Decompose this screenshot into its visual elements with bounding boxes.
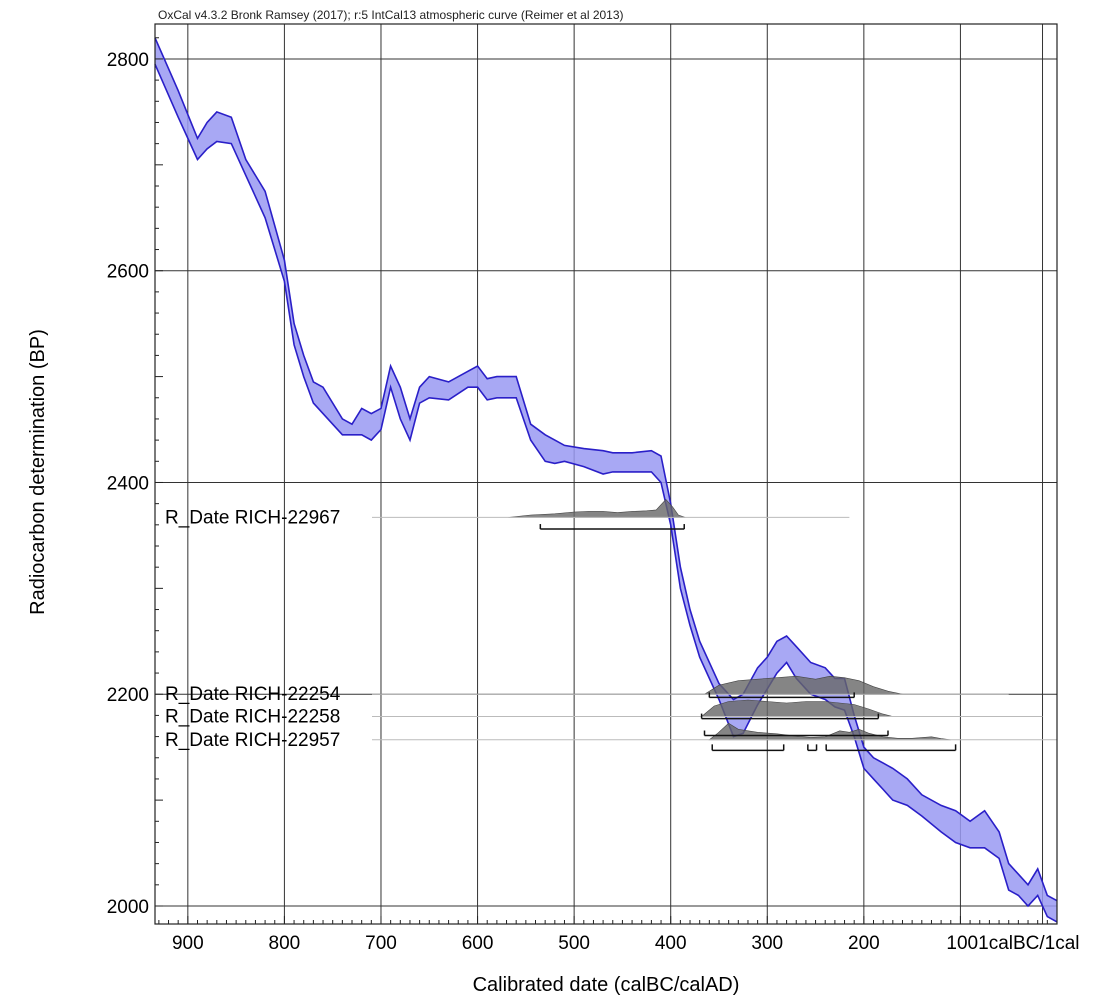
x-tick-label: 200 [848, 933, 880, 954]
y-tick-label: 2600 [107, 262, 149, 283]
x-tick-label: 900 [172, 933, 204, 954]
date-label: R_Date RICH-22957 [165, 730, 340, 751]
calibration-lower-line [154, 63, 1058, 923]
date-distribution [508, 498, 686, 518]
date-label: R_Date RICH-22254 [165, 684, 341, 705]
date-ranges [539, 524, 957, 752]
date-label: R_Date RICH-22967 [165, 507, 340, 528]
x-tick-label: 400 [655, 933, 687, 954]
x-tick-label: 800 [269, 933, 301, 954]
x-tick-label: 700 [365, 933, 397, 954]
date-label: R_Date RICH-22258 [165, 706, 340, 727]
x-axis-title: Calibrated date (calBC/calAD) [473, 974, 740, 996]
y-tick-label: 2800 [107, 50, 149, 71]
calibration-upper-line [154, 37, 1058, 902]
x-tick-label: 600 [462, 933, 494, 954]
y-tick-label: 2000 [107, 897, 149, 918]
y-tick-label: 2200 [107, 685, 149, 706]
date-distribution [703, 675, 903, 695]
date-distributions [372, 498, 1057, 741]
date-distribution [700, 699, 893, 717]
calibration-band [155, 37, 1057, 922]
x-tick-label: 1001calBC/1cal [946, 933, 1079, 954]
chart-header: OxCal v4.3.2 Bronk Ramsey (2017); r:5 In… [158, 8, 624, 22]
y-tick-label: 2400 [107, 473, 149, 494]
x-tick-label: 300 [751, 933, 783, 954]
y-axis-title: Radiocarbon determination (BP) [27, 329, 49, 615]
x-tick-label: 500 [558, 933, 590, 954]
calibration-curve [154, 37, 1058, 923]
axes: 2800 2600 2400 2200 2000 900 800 700 600 500 400 30… [107, 23, 1080, 954]
plot-frame [154, 23, 1058, 925]
